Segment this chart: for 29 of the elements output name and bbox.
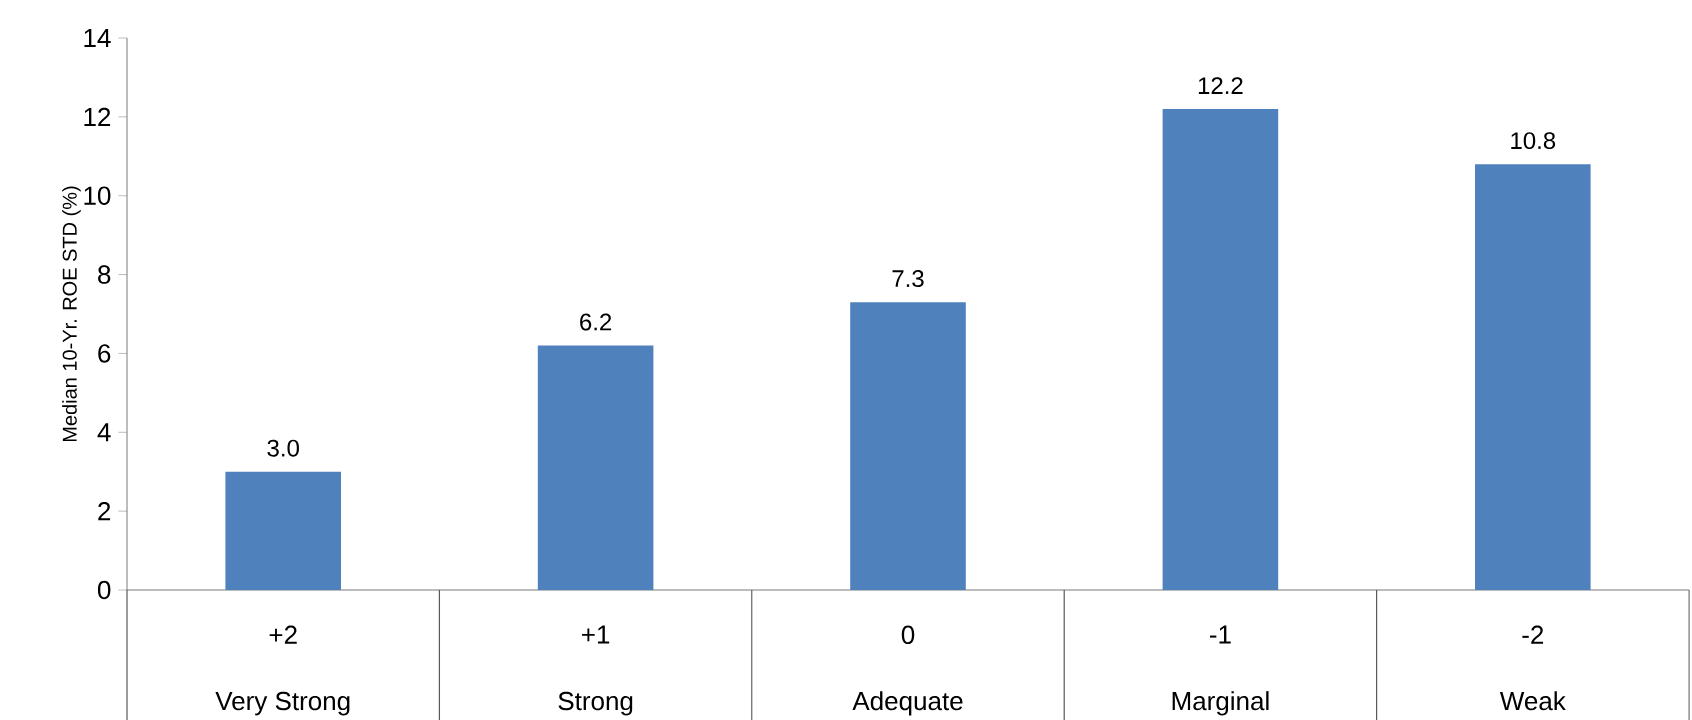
- bar: [537, 345, 654, 590]
- y-tick-label: 6: [98, 344, 111, 363]
- y-tick-label: 14: [84, 29, 111, 47]
- text: Very Strong: [215, 691, 350, 716]
- data-label: 10.8: [1511, 132, 1556, 150]
- data-label: 6.2: [580, 313, 612, 331]
- text: Marginal: [1172, 691, 1269, 716]
- data-label: 3.0: [267, 439, 299, 457]
- x-tick-label: +1: [582, 625, 610, 644]
- text: Strong: [558, 691, 633, 716]
- bar: [225, 471, 342, 590]
- y-tick-label: 2: [98, 502, 111, 521]
- text: Weak: [1499, 691, 1566, 711]
- y-tick-label: 8: [98, 265, 111, 284]
- x-tick-label: -2: [1522, 625, 1544, 644]
- y-tick-label: 0: [97, 580, 111, 600]
- x-tick-label: +2: [269, 625, 297, 644]
- y-tick-label: 12: [84, 107, 111, 126]
- y-axis-title: Median 10-Yr. ROE STD (%): [62, 186, 81, 442]
- bar: [850, 302, 966, 590]
- x-tick-label: 0: [901, 625, 915, 645]
- y-tick-label: 4: [97, 423, 111, 442]
- x-tick-label: -1: [1210, 625, 1231, 644]
- y-tick-label: 10: [84, 186, 111, 205]
- bar: [1162, 108, 1279, 590]
- data-label: 7.3: [892, 270, 924, 288]
- text: Adequate: [852, 691, 963, 716]
- data-label: 12.2: [1198, 77, 1243, 94]
- bar: [1475, 164, 1591, 590]
